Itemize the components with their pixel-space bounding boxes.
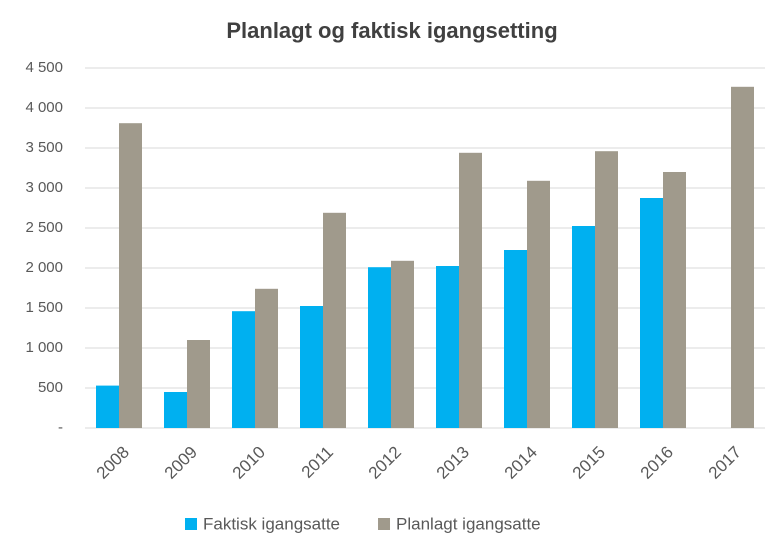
legend-label: Faktisk igangsatte [203, 514, 340, 533]
bar [255, 288, 278, 428]
bar [96, 385, 119, 428]
bar [187, 340, 210, 428]
bar [572, 226, 595, 428]
bar [164, 392, 187, 428]
x-tick-label: 2014 [501, 443, 541, 483]
bar [459, 152, 482, 429]
bar [391, 260, 414, 428]
legend-swatch [185, 518, 197, 530]
bar [731, 86, 754, 429]
x-tick-label: 2013 [433, 443, 473, 483]
bar [595, 151, 618, 428]
bar [300, 306, 323, 428]
bar [119, 123, 142, 428]
y-tick-label: - [58, 419, 63, 436]
y-tick-label: 1 500 [25, 299, 63, 316]
bar [436, 266, 459, 428]
x-tick-label: 2017 [705, 443, 745, 483]
bar [527, 180, 550, 428]
legend-swatch [378, 518, 391, 530]
y-tick-label: 4 500 [25, 59, 63, 76]
bar [368, 267, 391, 428]
bar [232, 311, 255, 428]
y-tick-label: 3 500 [25, 139, 63, 156]
y-tick-label: 4 000 [25, 99, 63, 116]
x-tick-label: 2016 [637, 443, 677, 483]
x-tick-label: 2015 [569, 443, 609, 483]
y-tick-label: 3 000 [25, 179, 63, 196]
bar [663, 172, 686, 428]
chart-title: Planlagt og faktisk igangsetting [226, 18, 557, 43]
y-tick-label: 1 000 [25, 339, 63, 356]
bar [640, 198, 663, 428]
y-tick-label: 500 [38, 379, 63, 396]
y-tick-label: 2 500 [25, 219, 63, 236]
y-tick-label: 2 000 [25, 259, 63, 276]
x-tick-label: 2008 [93, 443, 133, 483]
x-tick-label: 2009 [161, 443, 201, 483]
x-tick-label: 2011 [298, 443, 337, 482]
bar [323, 212, 346, 428]
x-tick-label: 2010 [229, 443, 269, 483]
bar [504, 250, 527, 428]
legend-label: Planlagt igangsatte [396, 514, 541, 533]
x-tick-label: 2012 [365, 443, 405, 483]
